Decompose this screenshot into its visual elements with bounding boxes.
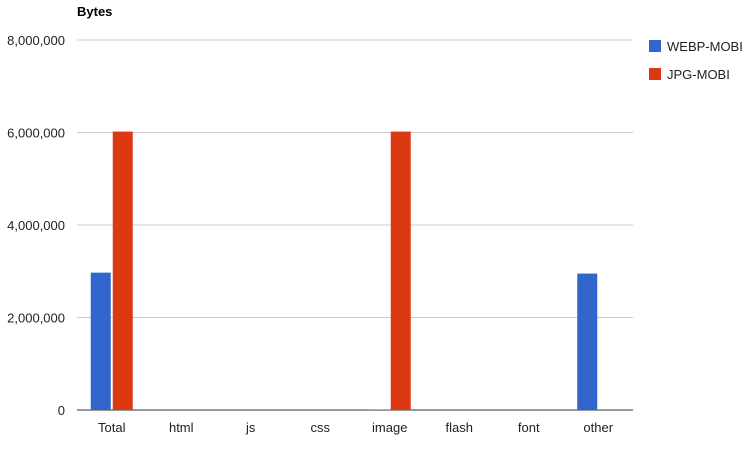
- x-tick-label: image: [372, 420, 407, 435]
- chart-title: Bytes: [77, 4, 112, 19]
- legend-label: WEBP-MOBI: [667, 39, 743, 54]
- x-tick-label: css: [311, 420, 331, 435]
- x-tick-label: html: [169, 420, 194, 435]
- x-tick-label: flash: [446, 420, 473, 435]
- bar-webp-mobi-other: [577, 273, 598, 410]
- y-axis: 0 2,000,000 4,000,000 6,000,000 8,000,000: [7, 33, 65, 418]
- legend-label: JPG-MOBI: [667, 67, 730, 82]
- bars: [90, 131, 598, 410]
- y-tick-label: 2,000,000: [7, 311, 65, 326]
- x-tick-label: other: [583, 420, 613, 435]
- legend: WEBP-MOBI JPG-MOBI: [649, 39, 743, 82]
- x-tick-label: Total: [98, 420, 126, 435]
- x-axis: Total html js css image flash font other: [98, 420, 614, 435]
- legend-swatch: [649, 40, 661, 52]
- gridlines: [77, 39, 633, 411]
- x-tick-label: font: [518, 420, 540, 435]
- bar-jpg-mobi-image: [390, 131, 411, 410]
- y-tick-label: 8,000,000: [7, 33, 65, 48]
- y-tick-label: 4,000,000: [7, 218, 65, 233]
- y-tick-label: 0: [58, 403, 65, 418]
- x-tick-label: js: [245, 420, 256, 435]
- y-tick-label: 6,000,000: [7, 126, 65, 141]
- legend-swatch: [649, 68, 661, 80]
- bar-webp-mobi-total: [90, 272, 111, 410]
- bar-jpg-mobi-total: [112, 131, 133, 410]
